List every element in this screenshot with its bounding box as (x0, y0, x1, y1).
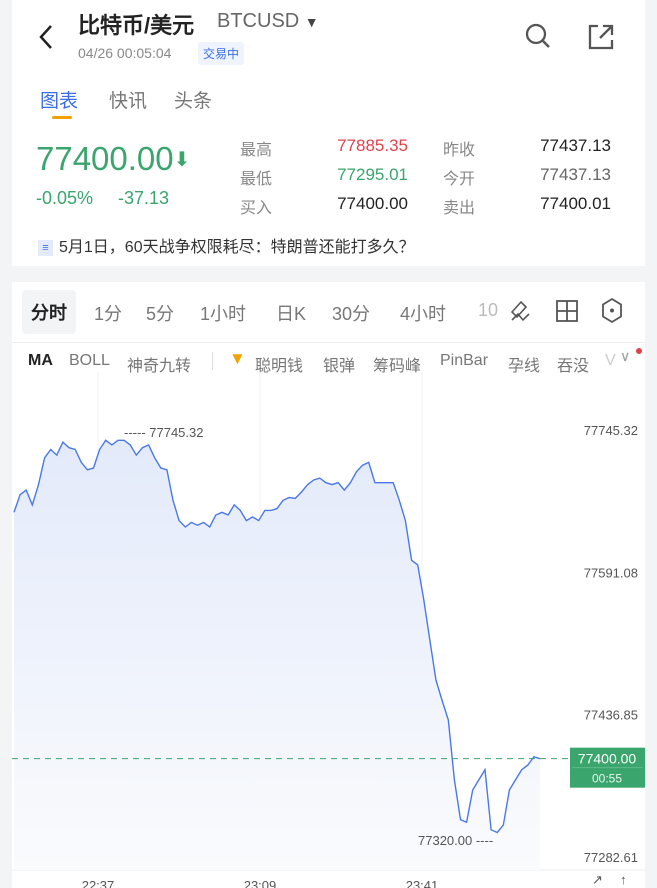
y-tick-label: 77591.08 (584, 565, 638, 580)
x-tick-label: 22:37 (82, 878, 115, 888)
high-label: ----- 77745.32 (124, 425, 203, 440)
divider (12, 342, 645, 343)
period-tab[interactable]: 分时 (22, 290, 76, 334)
y-tick-label: 77282.61 (584, 850, 638, 865)
indicator-tab[interactable]: 神奇九转 (127, 358, 192, 375)
x-tick-label: 23:09 (244, 878, 277, 888)
active-tab-indicator (52, 116, 72, 119)
period-tab[interactable]: 日K (276, 304, 307, 324)
chevron-down-icon[interactable]: ∨ (620, 348, 631, 364)
change-percent: -0.05% (36, 188, 94, 208)
current-price-label: 77400.00 (578, 751, 637, 767)
tab-chart[interactable]: 图表 (40, 91, 79, 112)
period-tab[interactable]: 1分 (94, 304, 123, 324)
tab-headlines[interactable]: 头条 (174, 91, 213, 112)
share-icon[interactable] (586, 22, 616, 52)
tab-flash-news[interactable]: 快讯 (109, 91, 148, 112)
price-area-fill (14, 440, 540, 870)
period-tab[interactable]: 4小时 (400, 304, 447, 324)
smart-money-icon: ▼ (229, 349, 246, 368)
indicator-tab[interactable]: V (605, 352, 616, 369)
divider (212, 352, 213, 370)
symbol-label: BTCUSD (217, 10, 300, 32)
news-headline[interactable]: ≡ 5月1日，60天战争权限耗尽：特朗普还能打多久？ (38, 233, 415, 257)
stat-label: 昨收 (443, 142, 476, 159)
search-icon[interactable] (524, 22, 552, 50)
stat-value: 77885.35 (337, 136, 408, 155)
caret-down-icon: ▼ (304, 14, 319, 30)
indicator-tab[interactable]: 孕线 (508, 358, 541, 375)
status-badge: 交易中 (198, 42, 245, 65)
period-tab[interactable]: 1小时 (200, 304, 247, 324)
stat-value: 77400.01 (540, 194, 611, 213)
y-tick-label: 77436.85 (584, 708, 638, 723)
stat-label: 卖出 (443, 200, 476, 217)
instrument-title: 比特币/美元 (78, 13, 195, 38)
stat-label: 买入 (240, 200, 273, 217)
low-label: 77320.00 ---- (418, 833, 493, 848)
period-tab[interactable]: 30分 (332, 304, 371, 324)
period-tab[interactable]: 10 (478, 300, 499, 320)
indicator-tab[interactable]: 聪明钱 (255, 358, 304, 375)
stat-value: 77295.01 (337, 165, 408, 184)
back-icon[interactable] (38, 24, 54, 50)
layout-grid-icon[interactable] (555, 299, 579, 323)
x-tick-label: 23:41 (406, 878, 439, 888)
notification-dot (636, 348, 642, 354)
indicator-tab[interactable]: BOLL (69, 352, 110, 369)
stat-label: 最低 (240, 171, 273, 188)
quote-time: 04/26 00:05:04 (78, 45, 172, 61)
indicator-tab[interactable]: PinBar (440, 352, 489, 369)
indicator-tab[interactable]: MA (28, 352, 53, 369)
indicator-tab[interactable]: 银弹 (323, 358, 356, 375)
arrow-down-icon: ⬇ (173, 149, 191, 171)
stat-value: 77437.13 (540, 136, 611, 155)
stat-label: 今开 (443, 171, 476, 188)
indicator-tab[interactable]: 吞没 (557, 358, 590, 375)
drawing-tool-icon[interactable] (509, 298, 533, 324)
expand-icon: ↗ (592, 872, 603, 887)
countdown-label: 00:55 (592, 772, 622, 786)
stat-value: 77437.13 (540, 165, 611, 184)
stat-label: 最高 (240, 142, 273, 159)
last-price: 77400.00⬇ (36, 140, 191, 177)
change-amount: -37.13 (118, 188, 170, 208)
y-tick-label: 77745.32 (584, 423, 638, 438)
indicator-tab[interactable]: 筹码峰 (373, 358, 422, 375)
quote-header-card: 比特币/美元 BTCUSD ▼ 04/26 00:05:04 交易中 图表 快讯… (12, 0, 645, 266)
price-line (13, 439, 541, 834)
stat-value: 77400.00 (337, 194, 408, 213)
period-tab[interactable]: 5分 (146, 304, 175, 324)
arrow-up-icon: ↑ (620, 872, 627, 887)
article-icon: ≡ (38, 240, 53, 256)
settings-hexagon-icon[interactable] (600, 297, 624, 325)
symbol-selector[interactable]: BTCUSD ▼ (217, 10, 319, 33)
